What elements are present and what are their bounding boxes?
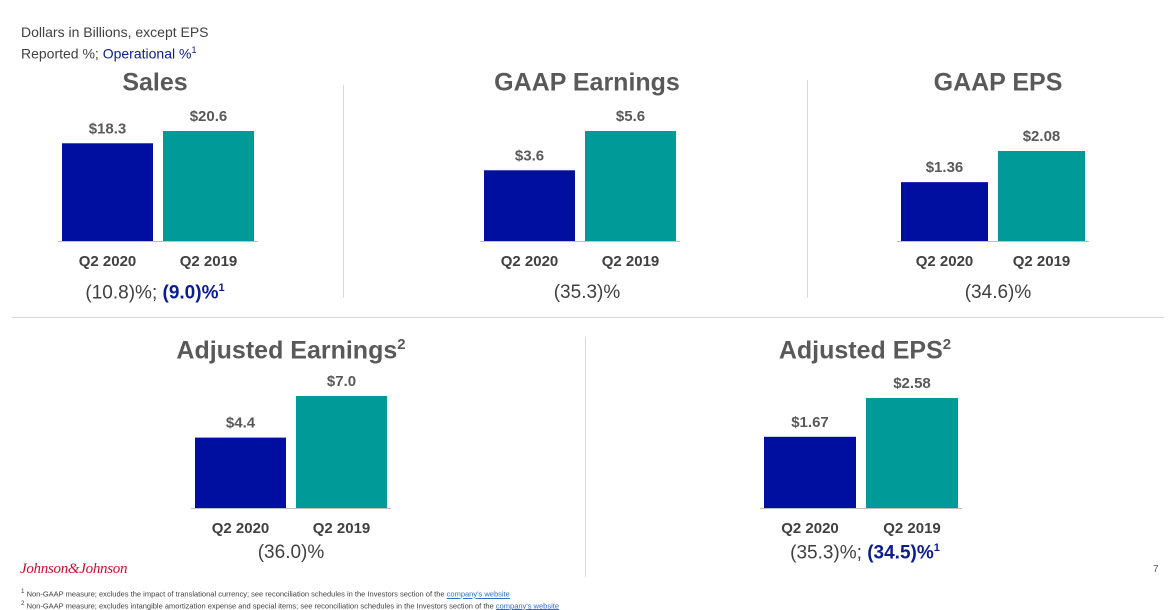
gaap-eps-chart: $1.36 Q2 2020 $2.08 Q2 2019 bbox=[873, 60, 1123, 280]
category-label: Q2 2019 bbox=[180, 253, 238, 270]
horizontal-divider bbox=[12, 317, 1164, 318]
bar-value-label: $2.58 bbox=[893, 375, 931, 392]
adjusted-earnings-chart: $4.4 Q2 2020 $7.0 Q2 2019 bbox=[166, 330, 416, 550]
bar-q2-2019 bbox=[585, 131, 676, 241]
vertical-divider bbox=[343, 85, 344, 298]
bar-q2-2020 bbox=[195, 438, 286, 508]
category-label: Q2 2020 bbox=[212, 520, 270, 537]
footnote-2: 2 Non-GAAP measure; excludes intangible … bbox=[21, 599, 559, 610]
bar-value-label: $1.36 bbox=[926, 159, 964, 176]
bar-q2-2019 bbox=[163, 131, 254, 241]
category-label: Q2 2019 bbox=[1013, 253, 1071, 270]
vertical-divider bbox=[585, 337, 586, 577]
growth-rate: (34.6)% bbox=[873, 282, 1123, 304]
growth-rate: (35.3)% bbox=[462, 282, 712, 304]
gaap-earnings-chart: $3.6 Q2 2020 $5.6 Q2 2019 bbox=[462, 60, 712, 280]
units-note: Dollars in Billions, except EPS Reported… bbox=[21, 23, 209, 63]
bar-q2-2019 bbox=[998, 151, 1085, 241]
operational-growth-sup: 1 bbox=[934, 542, 940, 554]
bar-q2-2020 bbox=[901, 182, 988, 241]
bar-value-label: $7.0 bbox=[327, 373, 356, 390]
reported-growth: (34.6)% bbox=[965, 282, 1032, 303]
bar-value-label: $5.6 bbox=[616, 108, 645, 125]
page-number: 7 bbox=[1153, 564, 1159, 575]
category-label: Q2 2020 bbox=[916, 253, 974, 270]
category-label: Q2 2020 bbox=[79, 253, 137, 270]
bar-q2-2019 bbox=[866, 398, 958, 508]
bar-q2-2019 bbox=[296, 396, 387, 508]
category-label: Q2 2019 bbox=[313, 520, 371, 537]
company-logo: Johnson&Johnson bbox=[20, 561, 127, 578]
reported-growth: (35.3)% bbox=[554, 282, 621, 303]
footnotes: 1 Non-GAAP measure; excludes the impact … bbox=[21, 587, 559, 610]
footnote-1: 1 Non-GAAP measure; excludes the impact … bbox=[21, 587, 559, 599]
adjusted-eps-chart: $1.67 Q2 2020 $2.58 Q2 2019 bbox=[740, 330, 990, 550]
growth-separator: ; bbox=[152, 282, 163, 303]
operational-growth: (9.0)% bbox=[163, 282, 219, 303]
growth-rate: (10.8)%; (9.0)%1 bbox=[30, 282, 280, 304]
bar-value-label: $3.6 bbox=[515, 147, 544, 164]
operational-growth-sup: 1 bbox=[218, 282, 224, 294]
company-website-link[interactable]: company's website bbox=[447, 590, 510, 599]
bar-value-label: $18.3 bbox=[89, 120, 127, 137]
category-label: Q2 2020 bbox=[781, 520, 839, 537]
bar-value-label: $20.6 bbox=[190, 108, 228, 125]
units-line: Dollars in Billions, except EPS bbox=[21, 23, 209, 41]
reported-growth: (36.0)% bbox=[258, 542, 325, 563]
reported-growth: (10.8)% bbox=[85, 282, 152, 303]
growth-rate: (36.0)% bbox=[166, 542, 416, 564]
bar-q2-2020 bbox=[484, 170, 575, 241]
bar-value-label: $4.4 bbox=[226, 415, 256, 432]
growth-separator: ; bbox=[857, 542, 868, 563]
bar-q2-2020 bbox=[764, 437, 856, 508]
category-label: Q2 2019 bbox=[602, 253, 660, 270]
category-label: Q2 2020 bbox=[501, 253, 559, 270]
sales-chart: $18.3 Q2 2020 $20.6 Q2 2019 bbox=[30, 60, 280, 280]
reported-growth: (35.3)% bbox=[790, 542, 857, 563]
bar-value-label: $1.67 bbox=[791, 414, 829, 431]
operational-growth: (34.5)% bbox=[867, 542, 934, 563]
bar-q2-2020 bbox=[62, 143, 153, 241]
category-label: Q2 2019 bbox=[883, 520, 941, 537]
vertical-divider bbox=[807, 80, 808, 298]
bar-value-label: $2.08 bbox=[1023, 128, 1061, 145]
operational-legend-sup: 1 bbox=[191, 45, 196, 55]
growth-rate: (35.3)%; (34.5)%1 bbox=[740, 542, 990, 564]
